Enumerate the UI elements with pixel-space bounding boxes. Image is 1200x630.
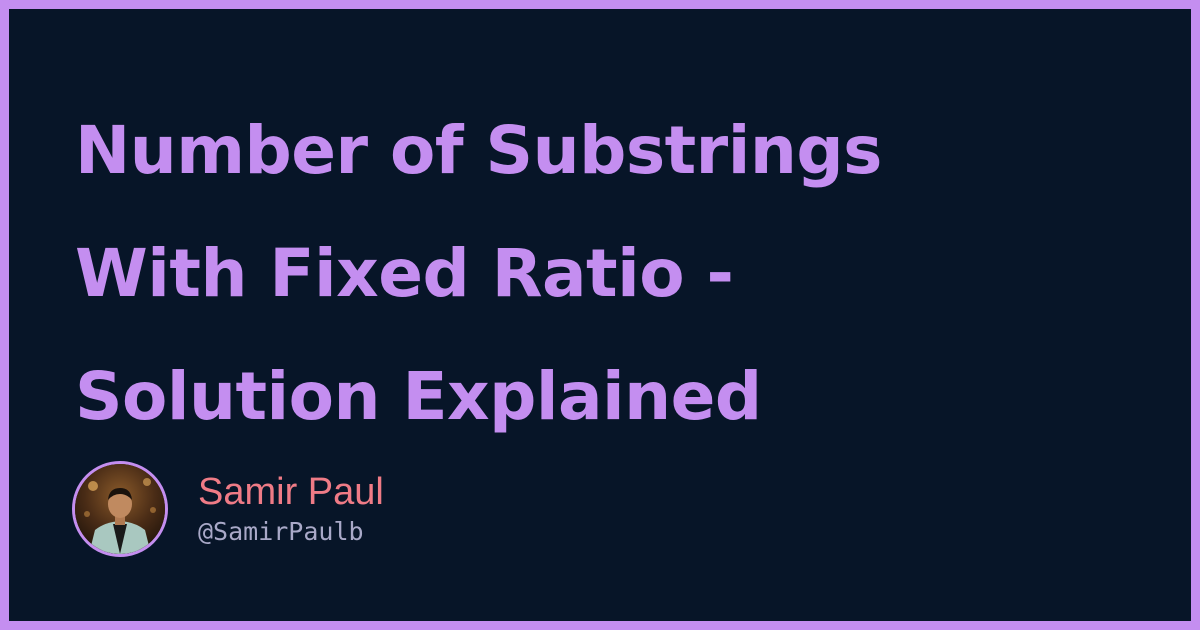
article-title: Number of Substrings With Fixed Ratio - …: [75, 89, 1075, 458]
title-line-3: Solution Explained: [75, 358, 762, 435]
author-name: Samir Paul: [198, 471, 384, 513]
avatar: [72, 461, 168, 557]
author-handle: @SamirPaulb: [198, 517, 364, 546]
profile-photo-icon: [75, 464, 165, 554]
author-block: Samir Paul @SamirPaulb: [72, 459, 384, 559]
author-info: Samir Paul @SamirPaulb: [198, 470, 384, 548]
title-line-2: With Fixed Ratio -: [75, 235, 734, 312]
title-line-1: Number of Substrings: [75, 112, 882, 189]
